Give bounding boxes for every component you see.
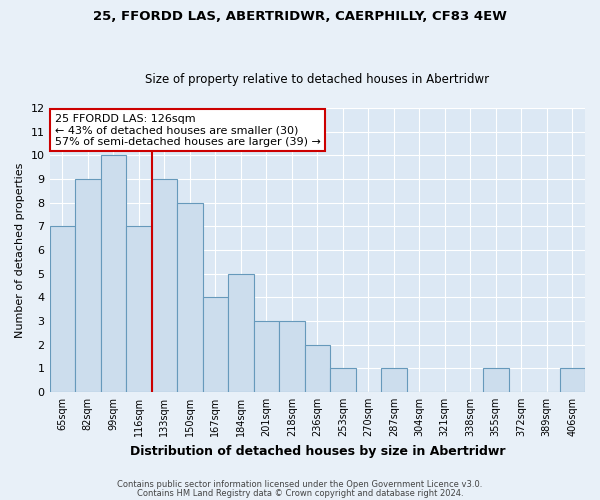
Bar [305,344,330,392]
Text: 25 FFORDD LAS: 126sqm
← 43% of detached houses are smaller (30)
57% of semi-deta: 25 FFORDD LAS: 126sqm ← 43% of detached … [55,114,321,147]
Bar [381,368,407,392]
Bar [330,368,356,392]
Bar [203,298,228,392]
Bar [101,156,126,392]
Bar [279,321,305,392]
Bar [152,179,177,392]
Title: Size of property relative to detached houses in Abertridwr: Size of property relative to detached ho… [145,73,490,86]
Bar [228,274,254,392]
Bar [254,321,279,392]
Bar [50,226,75,392]
Text: Contains HM Land Registry data © Crown copyright and database right 2024.: Contains HM Land Registry data © Crown c… [137,488,463,498]
Text: 25, FFORDD LAS, ABERTRIDWR, CAERPHILLY, CF83 4EW: 25, FFORDD LAS, ABERTRIDWR, CAERPHILLY, … [93,10,507,23]
Bar [126,226,152,392]
Y-axis label: Number of detached properties: Number of detached properties [15,162,25,338]
Text: Contains public sector information licensed under the Open Government Licence v3: Contains public sector information licen… [118,480,482,489]
Bar [75,179,101,392]
Bar [483,368,509,392]
X-axis label: Distribution of detached houses by size in Abertridwr: Distribution of detached houses by size … [130,444,505,458]
Bar [177,202,203,392]
Bar [560,368,585,392]
